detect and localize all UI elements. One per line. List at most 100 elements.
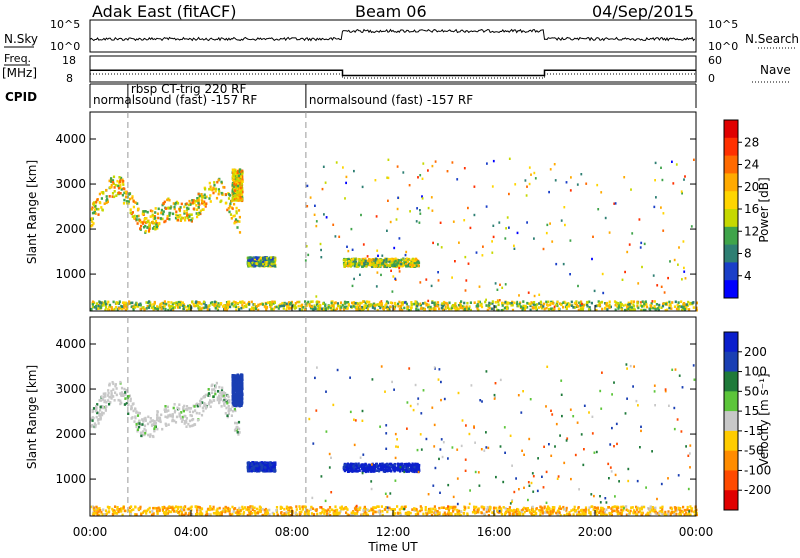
range-gate-cell bbox=[99, 409, 101, 412]
range-gate-cell bbox=[550, 168, 552, 170]
range-gate-cell bbox=[94, 422, 96, 425]
range-gate-cell bbox=[313, 513, 315, 516]
range-gate-cell bbox=[492, 185, 494, 187]
range-gate-cell bbox=[170, 301, 172, 304]
range-gate-cell bbox=[348, 304, 350, 307]
range-gate-cell bbox=[131, 416, 133, 419]
range-gate-cell bbox=[153, 427, 155, 430]
range-gate-cell bbox=[156, 410, 158, 413]
range-gate-cell bbox=[190, 219, 192, 222]
range-gate-cell bbox=[693, 159, 695, 161]
range-gate-cell bbox=[644, 243, 646, 245]
range-gate-cell bbox=[435, 160, 437, 162]
range-gate-cell bbox=[205, 304, 207, 307]
range-gate-cell bbox=[163, 221, 165, 224]
range-gate-cell bbox=[486, 205, 488, 207]
range-gate-cell bbox=[431, 301, 433, 304]
range-gate-cell bbox=[132, 402, 134, 405]
range-gate-cell bbox=[624, 271, 626, 273]
range-gate-cell bbox=[474, 186, 476, 188]
range-gate-cell bbox=[427, 169, 429, 171]
range-gate-cell bbox=[93, 407, 95, 410]
range-gate-cell bbox=[223, 401, 225, 404]
range-gate-cell bbox=[173, 407, 175, 410]
range-gate-cell bbox=[419, 213, 421, 215]
range-gate-cell bbox=[402, 171, 404, 173]
range-gate-cell bbox=[451, 276, 453, 278]
range-gate-cell bbox=[232, 410, 234, 413]
range-gate-cell bbox=[362, 260, 364, 263]
range-gate-cell bbox=[118, 399, 120, 402]
range-gate-cell bbox=[261, 466, 263, 469]
range-gate-cell bbox=[458, 304, 460, 306]
range-gate-cell bbox=[140, 225, 142, 228]
range-gate-cell bbox=[121, 387, 123, 390]
range-gate-cell bbox=[388, 258, 390, 261]
range-gate-cell bbox=[514, 248, 516, 250]
range-gate-cell bbox=[184, 219, 186, 222]
range-gate-cell bbox=[428, 207, 430, 209]
range-gate-cell bbox=[235, 210, 237, 213]
range-gate-cell bbox=[633, 300, 635, 303]
nave-tick-bottom: 0 bbox=[708, 72, 715, 85]
range-gate-cell bbox=[677, 304, 679, 307]
range-gate-cell bbox=[195, 301, 197, 304]
range-gate-cell bbox=[507, 302, 509, 305]
range-gate-cell bbox=[121, 393, 123, 396]
range-gate-cell bbox=[437, 243, 439, 245]
range-gate-cell bbox=[658, 304, 660, 307]
range-gate-cell bbox=[180, 217, 182, 220]
range-gate-cell bbox=[381, 255, 383, 257]
range-gate-cell bbox=[264, 464, 266, 467]
range-gate-cell bbox=[234, 189, 236, 192]
range-gate-cell bbox=[239, 431, 241, 434]
range-gate-cell bbox=[654, 179, 656, 181]
range-gate-cell bbox=[653, 274, 655, 276]
range-gate-cell bbox=[448, 302, 450, 305]
range-gate-cell bbox=[340, 306, 342, 309]
range-gate-cell bbox=[442, 305, 444, 308]
range-gate-cell bbox=[514, 183, 516, 185]
range-gate-cell bbox=[321, 308, 323, 311]
range-gate-cell bbox=[131, 407, 133, 410]
range-gate-cell bbox=[219, 397, 221, 400]
range-gate-cell bbox=[240, 187, 242, 190]
range-gate-cell bbox=[94, 426, 96, 429]
range-gate-cell bbox=[154, 301, 156, 304]
range-gate-cell bbox=[179, 208, 181, 211]
freq-panel: Freq. [MHz] 18 8 60 0 Nave bbox=[2, 52, 791, 85]
range-gate-cell bbox=[286, 306, 288, 309]
range-gate-cell bbox=[491, 252, 493, 254]
range-gate-cell bbox=[438, 308, 440, 311]
range-gate-cell bbox=[625, 505, 627, 508]
range-gate-cell bbox=[159, 417, 161, 420]
range-gate-cell bbox=[146, 221, 148, 224]
range-gate-cell bbox=[422, 302, 424, 305]
range-gate-cell bbox=[354, 265, 356, 268]
range-gate-cell bbox=[238, 220, 240, 223]
range-gate-cell bbox=[299, 508, 301, 511]
range-gate-cell bbox=[351, 302, 353, 305]
range-gate-cell bbox=[147, 211, 149, 214]
range-gate-cell bbox=[358, 263, 360, 266]
range-gate-cell bbox=[350, 463, 352, 466]
range-gate-cell bbox=[482, 246, 484, 248]
range-gate-cell bbox=[443, 506, 445, 509]
range-gate-cell bbox=[194, 423, 196, 426]
range-gate-cell bbox=[157, 217, 159, 220]
range-gate-cell bbox=[135, 426, 137, 429]
range-gate-cell bbox=[108, 384, 110, 387]
range-gate-cell bbox=[138, 422, 140, 425]
range-gate-cell bbox=[144, 425, 146, 428]
range-gate-cell bbox=[259, 463, 261, 466]
range-gate-cell bbox=[218, 179, 220, 182]
range-gate-cell bbox=[157, 213, 159, 216]
range-gate-cell bbox=[130, 400, 132, 403]
range-gate-cell bbox=[636, 302, 638, 305]
range-gate-cell bbox=[408, 468, 410, 471]
range-gate-cell bbox=[432, 165, 434, 167]
range-gate-cell bbox=[191, 300, 193, 303]
range-gate-cell bbox=[112, 181, 114, 184]
range-gate-cell bbox=[378, 470, 380, 473]
range-tick-label: 1000 bbox=[55, 267, 86, 281]
